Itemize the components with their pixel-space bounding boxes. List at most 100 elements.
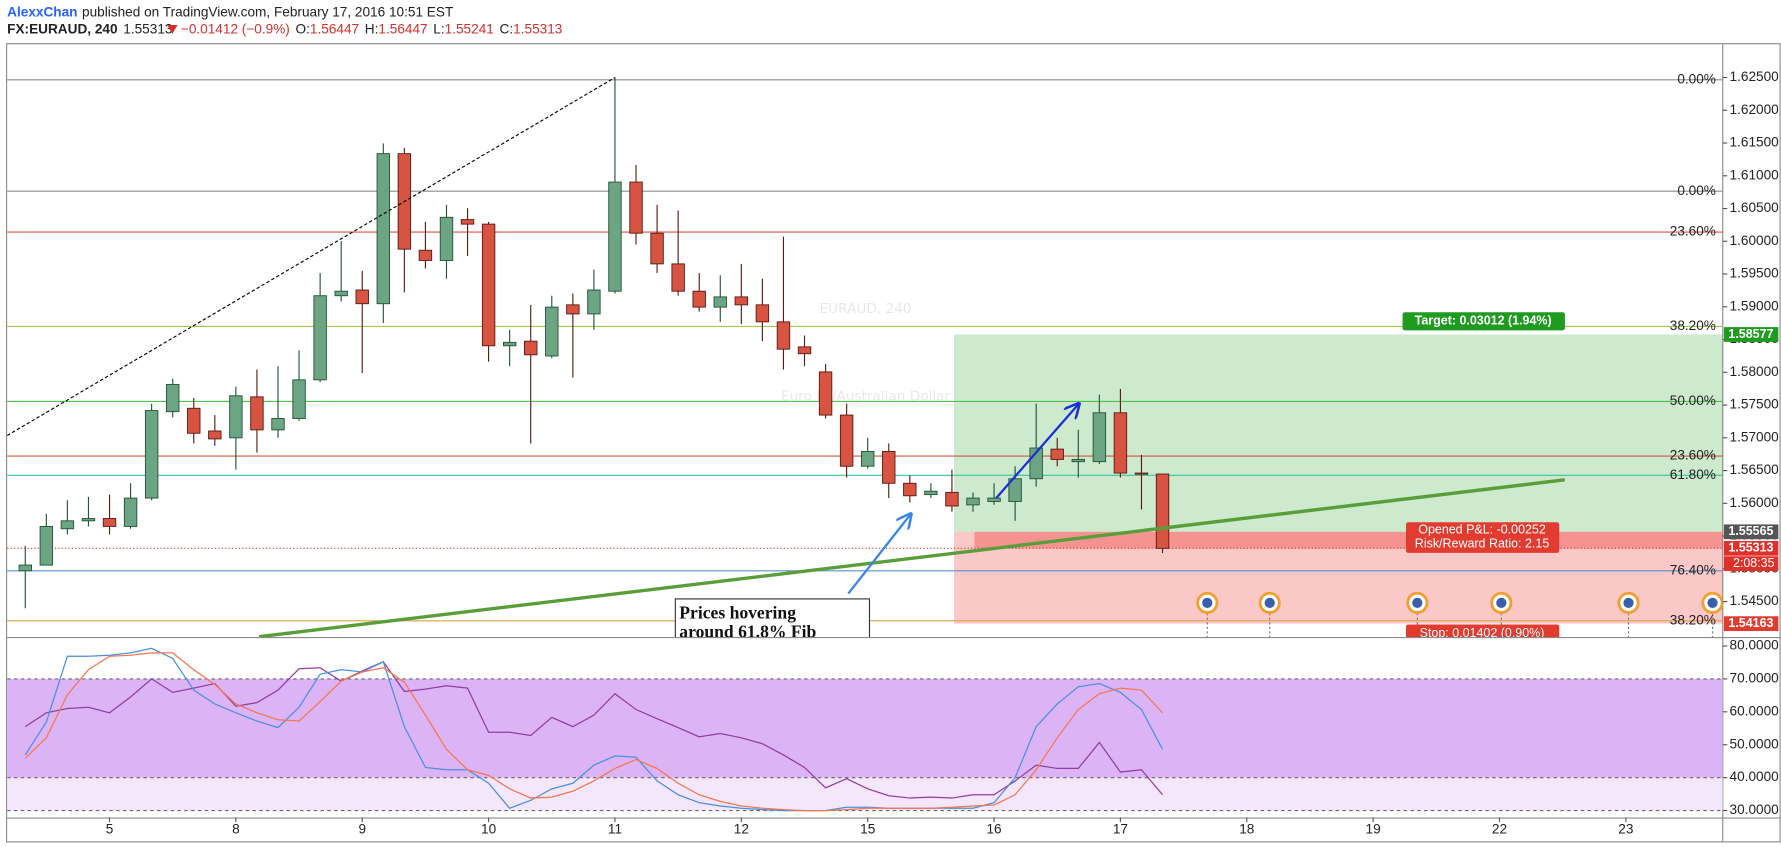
ohlc-value: 1.56447 [310,21,359,36]
y-tick-label: 1.54500 [1730,593,1780,608]
indicator-line [24,661,1164,799]
y-tick-label: 1.57500 [1730,397,1780,412]
event-icon-core [1496,597,1507,609]
author[interactable]: AlexxChan [7,4,77,19]
event-icon-core [1707,597,1718,609]
candle-body [250,396,264,431]
x-tick-label: 22 [1492,822,1507,837]
candle-body [376,153,391,305]
candle-body [123,497,138,527]
x-tick-label: 18 [1239,822,1254,837]
candle-body [818,371,833,416]
candle-body [229,395,243,439]
candle-body [692,290,706,308]
indicator-band [7,777,1723,811]
countdown-label: 2:08:35 [1733,556,1775,570]
candle-body [882,450,896,484]
candle-body [608,181,622,292]
y-tick-label: 1.59000 [1730,298,1780,313]
target-zone [954,334,1723,532]
ohlc-value: 1.55313 [513,21,562,36]
fib-level-label: 38.20% [1670,612,1716,627]
candle-body [187,407,201,434]
header-change: −0.01412 (−0.9%) O:1.56447 H:1.56447 L:1.55… [181,21,562,36]
candle-body [1050,448,1064,460]
pnl-text: Risk/Reward Ratio: 2.15 [1415,537,1550,551]
candle-body [502,341,517,347]
event-icon-core [1264,597,1275,609]
frame [6,43,1781,843]
candle-body [1071,458,1085,463]
y-tick-label: 1.60000 [1730,233,1780,248]
candle-body [524,340,538,356]
drawing-dashed [7,77,616,437]
last-price: 1.55313 [123,21,172,36]
change: −0.01412 (−0.9%) [181,21,290,36]
candle-body [313,295,327,381]
open-pnl-zone [974,531,1723,549]
x-tick-label: 10 [481,822,497,837]
y-tick-label: 1.56500 [1730,462,1780,477]
candle-body [166,383,180,413]
main-pane: EURAUD, 240 Euro Fx/Australian Dollar 0.… [7,71,1723,637]
watermark-symbol: EURAUD, 240 [820,301,912,317]
last-price-label: 1.55313 [1728,541,1773,555]
y-tick-label: 50.0000 [1730,736,1780,751]
candle-body [545,306,559,357]
candle-body [987,497,1001,502]
candle-body [860,450,875,467]
candle-body [566,304,580,315]
x-tick-label: 5 [106,822,114,837]
ohlc-label: L: [433,21,444,36]
fib-level-label: 23.60% [1670,224,1716,239]
fib-level-label: 50.00% [1670,393,1716,408]
pnl-text: Opened P&L: -0.00252 [1418,523,1546,537]
annotation-text: Prices hovering [679,602,796,622]
y-tick-label: 1.57000 [1730,429,1780,444]
fib-level-label: 23.60% [1670,448,1716,463]
fib-level-label: 0.00% [1677,183,1716,198]
y-tick-label: 1.56000 [1730,495,1780,510]
y-tick-label: 60.0000 [1730,703,1780,718]
ohlc-label: H: [365,21,379,36]
candle-body [797,346,812,355]
candle-body [755,304,770,323]
header-line-1: AlexxChan published on TradingView.com, F… [7,4,453,19]
fib-level-label: 61.80% [1670,467,1716,482]
candle-body [460,219,475,225]
stop-price-label: 1.54163 [1728,616,1773,630]
pnl-badge [1405,522,1560,553]
candle-body [629,181,643,234]
candle-body [587,289,601,315]
y-tick-label: 1.61000 [1730,167,1780,182]
x-tick-label: 17 [1113,822,1128,837]
candle-body [292,379,306,419]
indicator-line [24,652,1163,812]
stop-price-badge [1723,616,1779,632]
target-price-label: 1.58577 [1728,327,1773,341]
event-icon-core [1623,597,1634,609]
indicator-line [24,647,1164,812]
stop-badge [1405,624,1560,637]
candle-body [208,430,222,440]
drawing-solid [258,478,1565,637]
candle-body [439,216,454,261]
target-price-badge [1723,327,1779,342]
candle-body [418,249,433,261]
ohlc-value: 1.56447 [378,21,427,36]
candle-body [81,518,96,522]
target-text: Target: 0.03012 (1.94%) [1415,314,1552,328]
event-icon-core [1202,597,1213,609]
fib-level-label: 38.20% [1670,318,1716,333]
y-tick-label: 1.59500 [1730,266,1780,281]
candle-body [334,290,348,297]
drawing-arrow [995,404,1079,499]
ohlc-value: 1.55241 [445,21,494,36]
target-badge [1402,312,1565,331]
y-tick-label: 30.0000 [1730,802,1780,817]
candle-body [1155,473,1170,549]
candle-body [1113,412,1128,474]
y-tick-label: 80.0000 [1730,638,1780,653]
indicator-band [7,678,1723,778]
